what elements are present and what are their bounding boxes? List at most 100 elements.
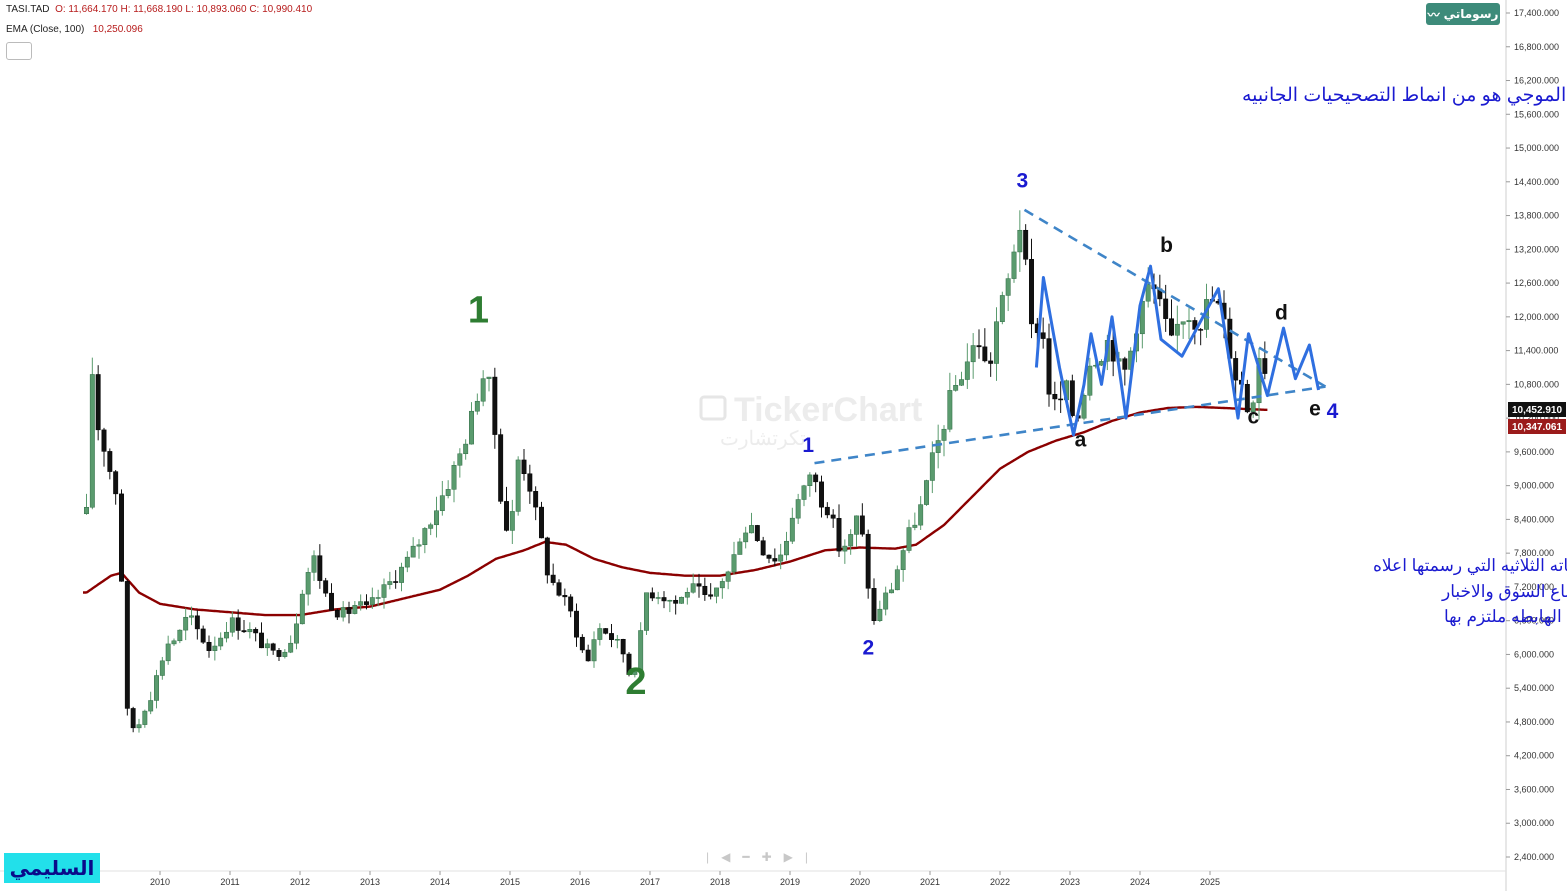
candle xyxy=(329,592,334,611)
candle xyxy=(1029,259,1034,325)
y-tick-label: 9,000.000 xyxy=(1514,481,1554,491)
candle xyxy=(107,451,113,472)
candle xyxy=(165,643,171,662)
wave-label: b xyxy=(1160,234,1173,257)
ema-price-tag: 10,347.061 xyxy=(1508,419,1566,434)
candle xyxy=(603,628,609,634)
candle xyxy=(620,638,626,655)
candle xyxy=(1087,365,1093,396)
chevron-left-icon[interactable]: ◀ xyxy=(721,850,731,864)
y-tick-label: 7,800.000 xyxy=(1514,548,1554,558)
candle xyxy=(731,554,737,573)
candle xyxy=(323,580,329,594)
candle xyxy=(89,374,95,508)
candle xyxy=(597,628,603,640)
candle xyxy=(130,708,136,729)
candle xyxy=(299,593,305,625)
y-tick-label: 5,400.000 xyxy=(1514,683,1554,693)
plus-icon[interactable]: ✚ xyxy=(761,850,772,864)
candle xyxy=(194,615,200,630)
candle xyxy=(533,491,539,508)
candle xyxy=(1081,395,1087,419)
candle xyxy=(84,507,89,515)
x-tick-label: 2017 xyxy=(640,877,660,887)
ohlc-values: O: 11,664.170 H: 11,668.190 L: 10,893.06… xyxy=(55,4,313,15)
y-tick-label: 12,000.000 xyxy=(1514,312,1559,322)
candle xyxy=(935,440,941,453)
candle xyxy=(305,572,311,595)
candle xyxy=(241,630,247,633)
chevron-right-icon[interactable]: ▶ xyxy=(783,850,793,864)
wave-path[interactable] xyxy=(1034,264,1320,437)
brand-label: رسوماتي xyxy=(1443,7,1499,21)
annotation-line-3: لكن النمط الثلاثي ذو القيعان الصاعده وال… xyxy=(1444,607,1567,627)
candle xyxy=(451,465,457,490)
candle xyxy=(434,510,439,526)
x-tick-label: 2014 xyxy=(430,877,450,887)
bar-end-icon[interactable]: | xyxy=(804,850,809,864)
candle xyxy=(375,597,381,599)
y-tick-label: 16,200.000 xyxy=(1514,76,1559,86)
candle xyxy=(830,514,836,519)
candle xyxy=(947,390,953,430)
candle xyxy=(387,581,393,585)
trend-icon: 〰 xyxy=(1427,7,1440,22)
ema-line xyxy=(83,405,1268,617)
candle xyxy=(124,581,130,709)
y-tick-label: 12,600.000 xyxy=(1514,278,1559,288)
x-tick-label: 2019 xyxy=(780,877,800,887)
candle xyxy=(964,361,970,380)
candle xyxy=(428,524,434,529)
candle xyxy=(877,608,883,621)
minus-icon[interactable]: ━ xyxy=(742,850,750,864)
candle xyxy=(206,641,212,651)
candle xyxy=(282,651,288,657)
candle xyxy=(749,525,754,534)
candle xyxy=(159,660,165,676)
wave-label: 2 xyxy=(625,661,646,703)
candle xyxy=(789,517,795,542)
candle xyxy=(574,610,579,638)
ema-legend[interactable]: EMA (Close, 100) 10,250.096 xyxy=(6,24,143,35)
candle xyxy=(480,378,486,402)
y-tick-label: 11,400.000 xyxy=(1514,346,1558,356)
candle xyxy=(679,596,684,604)
ema-price-value: 10,347.061 xyxy=(1512,422,1562,433)
candle xyxy=(824,506,830,516)
y-tick-label: 3,600.000 xyxy=(1514,784,1554,794)
x-tick-label: 2020 xyxy=(850,877,870,887)
candle xyxy=(1262,358,1268,374)
candle xyxy=(1198,329,1204,331)
candle xyxy=(912,524,918,528)
candle xyxy=(929,452,935,481)
candle xyxy=(1186,320,1192,322)
candle xyxy=(142,710,148,725)
candle xyxy=(807,474,813,486)
candle xyxy=(859,515,865,535)
candle xyxy=(1046,338,1052,395)
candle xyxy=(404,556,410,568)
candle xyxy=(696,583,702,587)
ohlc-legend: TASI.TAD O: 11,664.170 H: 11,668.190 L: … xyxy=(6,4,312,15)
watermark: TickerChart تكرتشارت xyxy=(699,391,922,450)
candle xyxy=(224,631,229,639)
candle xyxy=(445,489,451,496)
wave-label: 1 xyxy=(468,289,489,331)
candle xyxy=(702,585,708,595)
x-tick-label: 2012 xyxy=(290,877,310,887)
candle xyxy=(521,459,527,474)
candle xyxy=(393,581,399,583)
brand-button[interactable]: 〰 رسوماتي xyxy=(1426,3,1500,25)
candle xyxy=(264,643,270,649)
candle xyxy=(999,295,1005,322)
candle xyxy=(294,623,299,644)
candle xyxy=(340,607,346,618)
candle xyxy=(684,591,690,598)
candle xyxy=(924,480,929,505)
candle xyxy=(836,518,842,552)
candle xyxy=(743,532,749,543)
bar-icon[interactable]: | xyxy=(706,850,710,864)
indicator-toggle-button[interactable] xyxy=(6,42,32,60)
